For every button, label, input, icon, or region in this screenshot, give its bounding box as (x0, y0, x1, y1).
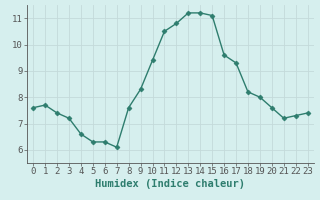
X-axis label: Humidex (Indice chaleur): Humidex (Indice chaleur) (95, 179, 245, 189)
